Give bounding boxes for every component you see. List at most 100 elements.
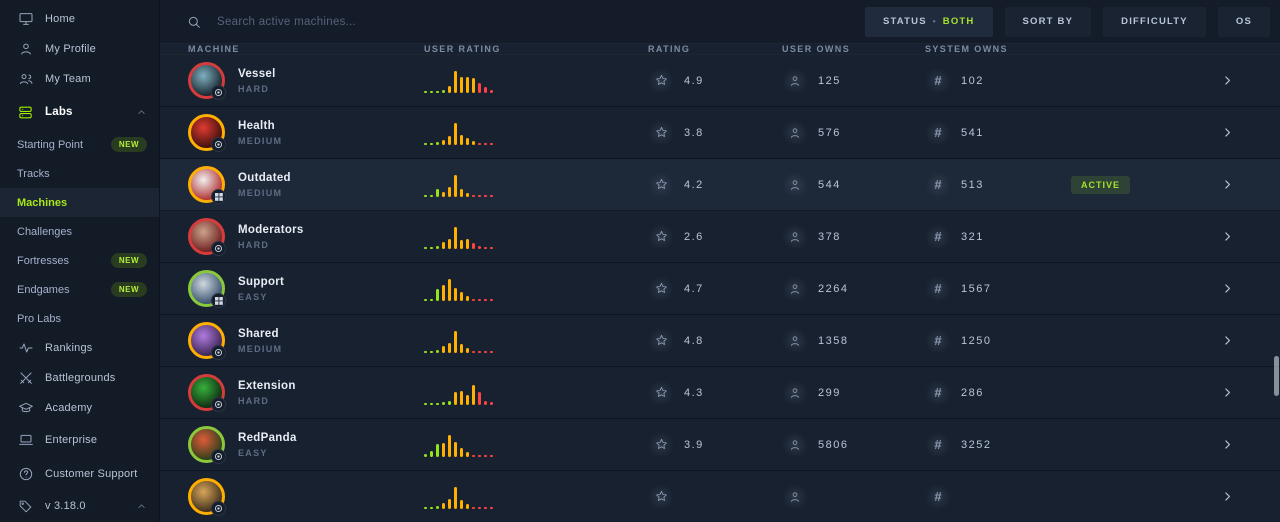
user-icon [782, 379, 808, 406]
sidebar-item-label: Customer Support [45, 467, 138, 480]
system-owns-value: 286 [961, 386, 984, 399]
sidebar-item-my-team[interactable]: My Team [0, 64, 159, 94]
linux-os-badge-icon [211, 137, 226, 152]
hash-icon: # [925, 275, 951, 302]
machine-row[interactable]: RedPanda EASY 3.9 5806 #3252 [160, 419, 1280, 471]
swords-icon [17, 370, 34, 387]
machine-name: Vessel [238, 67, 276, 80]
sidebar-item-fortresses[interactable]: Fortresses NEW [0, 246, 159, 275]
new-badge: NEW [110, 137, 147, 152]
chevron-right-icon[interactable] [1221, 178, 1234, 191]
chevron-right-icon[interactable] [1221, 74, 1234, 87]
active-badge: ACTIVE [1071, 176, 1131, 194]
version-label: v 3.18.0 [45, 500, 86, 512]
sort-by-label: SORT BY [1022, 16, 1074, 27]
column-header-rating: RATING [648, 44, 691, 54]
sort-by-button[interactable]: SORT BY [1004, 6, 1092, 37]
hash-icon: # [925, 171, 951, 198]
status-separator: • [932, 17, 937, 26]
sidebar-item-label: Fortresses [17, 254, 69, 267]
machine-row[interactable]: Support EASY 4.7 2264 #1567 [160, 263, 1280, 315]
machine-difficulty: MEDIUM [238, 343, 283, 354]
machine-difficulty: HARD [238, 83, 270, 94]
hash-icon: # [925, 379, 951, 406]
machine-name: RedPanda [238, 431, 297, 444]
sidebar-item-battlegrounds[interactable]: Battlegrounds [0, 363, 159, 393]
linux-os-badge-icon [211, 345, 226, 360]
hash-icon: # [925, 431, 951, 458]
sidebar-item-home[interactable]: Home [0, 4, 159, 34]
star-icon [648, 171, 674, 198]
star-icon [648, 379, 674, 406]
user-icon [782, 431, 808, 458]
machine-row[interactable]: Vessel HARD 4.9 125 #102 [160, 55, 1280, 107]
sidebar-item-endgames[interactable]: Endgames NEW [0, 275, 159, 304]
status-filter-label: STATUS [882, 16, 927, 27]
chevron-right-icon[interactable] [1221, 490, 1234, 503]
sidebar-item-starting-point[interactable]: Starting Point NEW [0, 130, 159, 159]
star-icon [648, 483, 674, 510]
machine-row[interactable]: Health MEDIUM 3.8 576 #541 [160, 107, 1280, 159]
hash-icon: # [925, 223, 951, 250]
difficulty-filter-button[interactable]: DIFFICULTY [1103, 6, 1206, 37]
machine-avatar [188, 62, 226, 100]
column-header-machine: MACHINE [188, 44, 240, 54]
sidebar-item-academy[interactable]: Academy [0, 393, 159, 423]
user-owns-value: 299 [818, 386, 841, 399]
user-icon [782, 275, 808, 302]
machine-row[interactable]: Outdated MEDIUM 4.2 544 #513 ACTIVE [160, 159, 1280, 211]
linux-os-badge-icon [211, 85, 226, 100]
scrollbar-thumb[interactable] [1274, 356, 1279, 396]
chevron-right-icon[interactable] [1221, 386, 1234, 399]
machine-row[interactable]: Extension HARD 4.3 299 #286 [160, 367, 1280, 419]
system-owns-value: 541 [961, 126, 984, 139]
new-badge: NEW [110, 282, 147, 297]
chevron-right-icon[interactable] [1221, 126, 1234, 139]
search-input[interactable] [215, 14, 535, 29]
chevron-right-icon[interactable] [1221, 334, 1234, 347]
sidebar-item-machines[interactable]: Machines [0, 188, 159, 217]
user-rating-chart [424, 225, 648, 249]
rating-value: 4.9 [684, 74, 704, 87]
sidebar-item-pro-labs[interactable]: Pro Labs [0, 304, 159, 333]
chevron-right-icon[interactable] [1221, 438, 1234, 451]
user-rating-chart [424, 485, 648, 509]
user-icon [782, 171, 808, 198]
sidebar-item-label: Academy [45, 402, 93, 414]
sidebar-item-version[interactable]: v 3.18.0 [0, 490, 159, 522]
sidebar-item-labs[interactable]: Labs [0, 94, 159, 130]
user-icon [782, 223, 808, 250]
machine-avatar [188, 166, 226, 204]
topbar: STATUS • BOTH SORT BY DIFFICULTY OS [160, 0, 1280, 44]
machine-avatar [188, 478, 226, 516]
hash-icon: # [925, 67, 951, 94]
chevron-right-icon[interactable] [1221, 230, 1234, 243]
sidebar-item-label: Labs [45, 106, 73, 118]
sidebar-item-challenges[interactable]: Challenges [0, 217, 159, 246]
machine-row[interactable]: Shared MEDIUM 4.8 1358 #1250 [160, 315, 1280, 367]
monitor-icon [17, 11, 34, 28]
new-badge: NEW [110, 253, 147, 268]
windows-os-badge-icon [211, 293, 226, 308]
user-owns-value: 576 [818, 126, 841, 139]
machine-row[interactable]: # [160, 471, 1280, 522]
machine-row[interactable]: Moderators HARD 2.6 378 #321 [160, 211, 1280, 263]
sidebar-item-my-profile[interactable]: My Profile [0, 34, 159, 64]
sidebar-item-tracks[interactable]: Tracks [0, 159, 159, 188]
os-filter-button[interactable]: OS [1217, 6, 1270, 37]
sidebar-item-enterprise[interactable]: Enterprise [0, 423, 159, 457]
chevron-up-icon[interactable] [136, 107, 147, 118]
chevron-up-icon[interactable] [136, 501, 147, 512]
chevron-right-icon[interactable] [1221, 282, 1234, 295]
user-icon [782, 327, 808, 354]
machine-difficulty: EASY [238, 291, 268, 302]
machine-name: Outdated [238, 171, 291, 184]
rating-value: 4.2 [684, 178, 704, 191]
sidebar-item-rankings[interactable]: Rankings [0, 333, 159, 363]
user-owns-value: 2264 [818, 282, 849, 295]
activity-icon [17, 340, 34, 357]
sidebar-item-customer-support[interactable]: Customer Support [0, 457, 159, 490]
machine-avatar [188, 218, 226, 256]
status-filter-button[interactable]: STATUS • BOTH [864, 6, 993, 37]
